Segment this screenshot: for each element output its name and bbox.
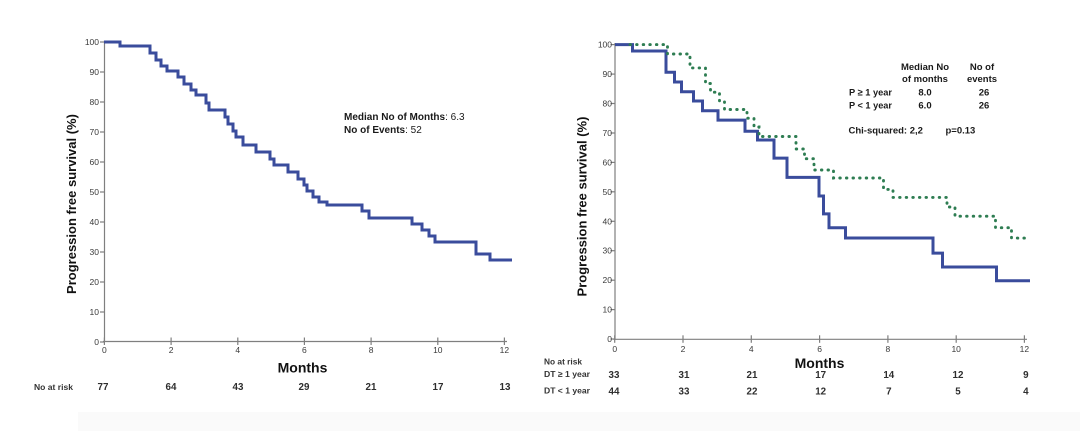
svg-text:10: 10 <box>951 344 961 354</box>
svg-text:44: 44 <box>609 387 620 398</box>
svg-text:22: 22 <box>747 387 758 398</box>
svg-text:p=0.13: p=0.13 <box>946 126 976 137</box>
svg-text:0: 0 <box>607 334 612 344</box>
svg-text:2: 2 <box>169 345 174 355</box>
svg-text:8.0: 8.0 <box>918 88 931 99</box>
svg-text:17: 17 <box>815 370 826 381</box>
svg-text:14: 14 <box>883 370 894 381</box>
svg-text:10: 10 <box>90 307 100 317</box>
svg-text:90: 90 <box>90 67 100 77</box>
svg-text:12: 12 <box>1020 344 1030 354</box>
svg-text:Progression free survival (%): Progression free survival (%) <box>64 114 79 294</box>
svg-text:P < 1 year: P < 1 year <box>849 101 892 112</box>
svg-text:100: 100 <box>598 40 612 50</box>
svg-text:2: 2 <box>681 344 686 354</box>
svg-text:Months: Months <box>278 360 328 376</box>
svg-text:0: 0 <box>612 344 617 354</box>
svg-text:0: 0 <box>102 345 107 355</box>
svg-text:64: 64 <box>166 382 177 393</box>
svg-text:4: 4 <box>235 345 240 355</box>
svg-text:20: 20 <box>603 275 613 285</box>
svg-text:7: 7 <box>886 387 892 398</box>
svg-text:43: 43 <box>233 382 244 393</box>
svg-text:8: 8 <box>369 345 374 355</box>
svg-text:of months: of months <box>902 74 948 85</box>
svg-text:4: 4 <box>749 344 754 354</box>
svg-text:12: 12 <box>815 387 826 398</box>
svg-text:No at risk: No at risk <box>544 357 582 367</box>
svg-text:DT ≥ 1 year: DT ≥ 1 year <box>544 369 591 379</box>
svg-text:30: 30 <box>603 246 613 256</box>
svg-text:5: 5 <box>955 387 961 398</box>
svg-text:0: 0 <box>94 337 99 347</box>
svg-text:10: 10 <box>433 345 443 355</box>
svg-text:6: 6 <box>302 345 307 355</box>
svg-text:40: 40 <box>90 217 100 227</box>
svg-text:events: events <box>967 74 997 85</box>
svg-text:P ≥ 1 year: P ≥ 1 year <box>849 88 892 99</box>
svg-text:21: 21 <box>747 370 758 381</box>
svg-text:Chi-squared: 2,2: Chi-squared: 2,2 <box>849 126 923 137</box>
svg-text:60: 60 <box>603 157 613 167</box>
svg-text:12: 12 <box>500 345 510 355</box>
svg-text:26: 26 <box>979 88 990 99</box>
svg-text:No of: No of <box>970 62 995 73</box>
svg-text:No at risk: No at risk <box>34 382 73 392</box>
svg-text:90: 90 <box>603 69 613 79</box>
svg-text:DT < 1 year: DT < 1 year <box>544 386 591 396</box>
svg-text:Months: Months <box>795 355 845 371</box>
svg-text:50: 50 <box>90 187 100 197</box>
svg-text:31: 31 <box>679 370 690 381</box>
svg-text:77: 77 <box>98 382 109 393</box>
svg-text:70: 70 <box>603 128 613 138</box>
svg-text:9: 9 <box>1023 370 1029 381</box>
svg-text:No of Events: 52: No of Events: 52 <box>344 125 422 136</box>
svg-text:10: 10 <box>603 305 613 315</box>
svg-text:Median No: Median No <box>901 62 949 73</box>
svg-text:Progression free survival (%): Progression free survival (%) <box>575 117 590 297</box>
svg-text:100: 100 <box>85 37 99 47</box>
svg-text:6: 6 <box>817 344 822 354</box>
svg-text:Median No of Months: 6.3: Median No of Months: 6.3 <box>344 112 465 123</box>
svg-text:30: 30 <box>90 247 100 257</box>
svg-text:8: 8 <box>886 344 891 354</box>
svg-text:4: 4 <box>1023 387 1029 398</box>
svg-text:33: 33 <box>609 370 620 381</box>
svg-text:26: 26 <box>979 101 990 112</box>
svg-text:80: 80 <box>90 97 100 107</box>
svg-text:13: 13 <box>500 382 511 393</box>
svg-text:12: 12 <box>953 370 964 381</box>
svg-text:29: 29 <box>299 382 310 393</box>
svg-text:80: 80 <box>603 99 613 109</box>
svg-text:21: 21 <box>366 382 377 393</box>
svg-text:50: 50 <box>603 187 613 197</box>
svg-text:20: 20 <box>90 277 100 287</box>
svg-text:40: 40 <box>603 216 613 226</box>
svg-text:6.0: 6.0 <box>918 101 931 112</box>
svg-text:70: 70 <box>90 127 100 137</box>
svg-text:17: 17 <box>433 382 444 393</box>
svg-text:33: 33 <box>679 387 690 398</box>
svg-text:60: 60 <box>90 157 100 167</box>
